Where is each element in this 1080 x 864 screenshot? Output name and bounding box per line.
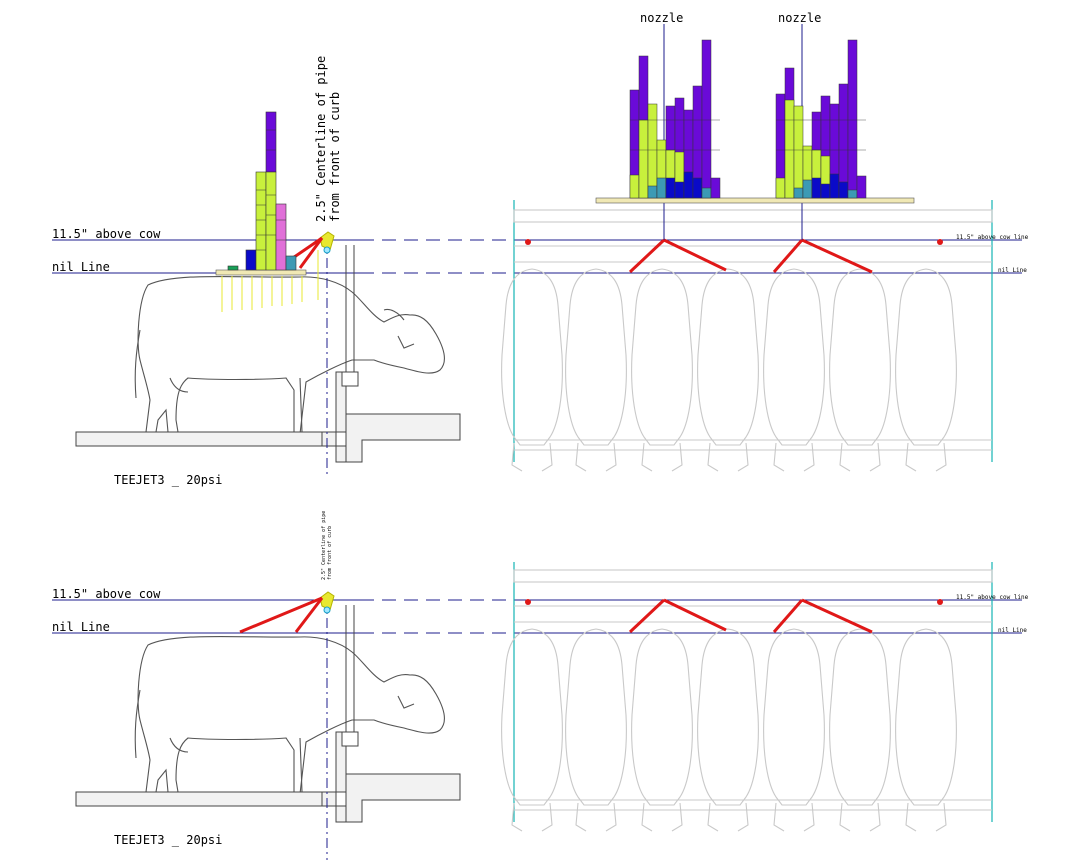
pipe-centerline-label: 2.5" Centerline of pipe bbox=[314, 56, 328, 222]
nozzle-label-2: nozzle bbox=[778, 11, 821, 25]
side-histogram bbox=[215, 111, 307, 276]
pipe-curb-label-bottom: from front of curb bbox=[327, 526, 333, 580]
nil-line-label: nil Line bbox=[52, 260, 110, 274]
spray-drips-top bbox=[221, 250, 319, 312]
nozzle-markers-top bbox=[525, 239, 943, 245]
teejet-label-top: TEEJET3 _ 20psi bbox=[114, 473, 222, 487]
nozzle-label-1: nozzle bbox=[640, 11, 683, 25]
above-cow-small-bottom: 11.5" above cow line bbox=[956, 594, 1029, 601]
above-cow-label: 11.5" above cow bbox=[52, 227, 161, 241]
above-cow-label-bottom: 11.5" above cow bbox=[52, 587, 161, 601]
nil-line-label-bottom: nil Line bbox=[52, 620, 110, 634]
stall-ghost-bottom bbox=[501, 569, 993, 832]
top-side-view: 11.5" above cow nil Line bbox=[52, 56, 1022, 487]
curb-top bbox=[75, 245, 461, 463]
cow-side-bottom bbox=[134, 635, 445, 795]
cow-side-top bbox=[134, 275, 445, 435]
nil-small-top: nil Line bbox=[998, 267, 1027, 274]
pipe-centerline-label-bottom: 2.5" Centerline of pipe bbox=[321, 511, 327, 580]
stall-ghost-top bbox=[501, 209, 993, 472]
nozzle-icon bbox=[319, 231, 335, 251]
above-cow-small-top: 11.5" above cow line bbox=[956, 234, 1029, 241]
top-front-view: nozzle nozzle 11.5" above cow line nil L… bbox=[501, 11, 1029, 472]
nozzle-icon-bottom bbox=[319, 591, 335, 611]
curb-bottom bbox=[75, 605, 461, 823]
teejet-label-bottom: TEEJET3 _ 20psi bbox=[114, 833, 222, 847]
nil-small-bottom: nil Line bbox=[998, 627, 1027, 634]
front-histogram bbox=[595, 39, 915, 204]
bottom-side-view: 11.5" above cow nil Line 2.5" Centerline… bbox=[52, 511, 1022, 860]
bottom-front-view: 11.5" above cow line nil Line bbox=[501, 562, 1029, 832]
pipe-curb-label: from front of curb bbox=[328, 92, 342, 222]
